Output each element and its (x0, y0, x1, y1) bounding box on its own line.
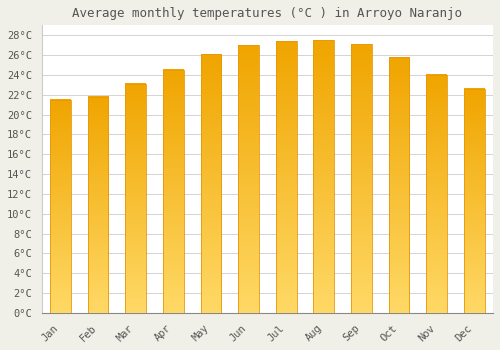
Bar (163, 70, 184, 313)
Bar (464, 89, 484, 313)
Bar (276, 41, 296, 313)
Bar (126, 84, 146, 313)
Bar (351, 44, 372, 313)
Bar (50, 100, 71, 313)
Bar (388, 57, 409, 313)
Bar (200, 54, 222, 313)
Bar (314, 40, 334, 313)
Bar (426, 75, 447, 313)
Bar (238, 45, 259, 313)
Title: Average monthly temperatures (°C ) in Arroyo Naranjo: Average monthly temperatures (°C ) in Ar… (72, 7, 462, 20)
Bar (88, 97, 108, 313)
